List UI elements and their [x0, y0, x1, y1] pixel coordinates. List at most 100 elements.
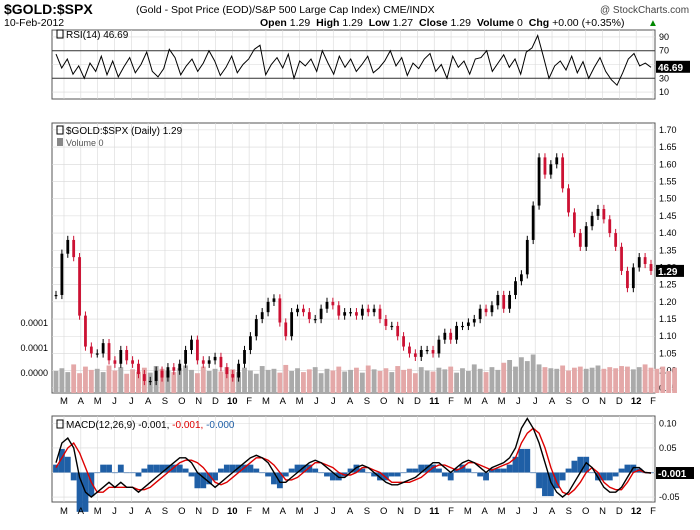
x-axis-labels-price: M A M J J A S O N D 10 F M A M J J A S O N D 11 F M A M J J A S O N D 12 F — [60, 396, 656, 407]
candle-body — [431, 350, 435, 354]
volume-bar — [200, 366, 206, 393]
candle-body — [190, 339, 193, 351]
candle-body — [461, 325, 464, 328]
price-tick-label: 1.35 — [659, 245, 677, 255]
x-axis-label: N — [397, 506, 404, 517]
macd-histogram-bar — [335, 472, 342, 481]
macd-histogram-bar — [589, 472, 596, 474]
candle-body — [514, 281, 517, 295]
macd-current-label: -0.001 — [658, 469, 687, 480]
macd-histogram-bar — [64, 456, 71, 473]
macd-histogram-bar — [382, 472, 389, 481]
price-tick-label: 1.10 — [659, 331, 677, 341]
macd-histogram-bar — [188, 472, 195, 477]
volume-bar — [112, 370, 118, 393]
volume-bar — [189, 369, 194, 393]
x-axis-label: S — [566, 506, 572, 517]
macd-histogram-bar — [194, 472, 201, 489]
macd-histogram-bar — [406, 468, 413, 473]
macd-histogram-bar — [559, 472, 566, 481]
candle-body — [219, 356, 223, 368]
volume-bar — [271, 368, 277, 393]
macd-histogram-bar — [206, 472, 213, 485]
x-axis-label: A — [78, 396, 85, 407]
x-axis-label: J — [516, 396, 521, 407]
symbol-title: $GOLD:$SPX — [4, 1, 93, 17]
macd-histogram-bar — [465, 468, 472, 473]
volume-bar — [436, 367, 442, 393]
volume-bar — [654, 368, 660, 393]
x-axis-label: F — [448, 396, 454, 407]
volume-bar — [171, 372, 177, 393]
candle-body — [337, 305, 341, 316]
macd-histogram-bar — [165, 464, 171, 473]
macd-histogram-bar — [412, 468, 419, 473]
x-axis-label: 11 — [429, 396, 440, 407]
candle-body — [602, 208, 606, 220]
x-axis-label: S — [162, 396, 168, 407]
x-axis-label: M — [262, 396, 270, 407]
macd-histogram-bar — [288, 468, 295, 473]
macd-signal-line — [55, 427, 652, 496]
rsi-panel: 103050709046.69 — [51, 29, 690, 100]
x-axis-label: J — [331, 506, 336, 517]
x-axis-label: N — [195, 506, 202, 517]
volume-bar — [306, 369, 312, 393]
macd-histogram-bar — [135, 472, 142, 477]
x-axis-label: A — [280, 396, 287, 407]
macd-histogram-bar — [477, 472, 484, 477]
x-axis-label: M — [464, 506, 472, 517]
volume-bar — [206, 371, 212, 393]
candle-body — [643, 257, 647, 265]
volume-bar — [236, 372, 242, 393]
macd-histogram-bar — [606, 472, 613, 481]
volume-bar — [501, 362, 507, 393]
x-axis-label: A — [280, 506, 287, 517]
macd-histogram-bar — [159, 464, 165, 473]
volume-bar — [342, 371, 348, 393]
candle-body — [237, 363, 241, 378]
volume-bar — [365, 365, 371, 393]
candle-body — [437, 339, 441, 354]
macd-histogram-bar — [306, 464, 313, 473]
macd-histogram-bar — [318, 472, 325, 474]
candle-body — [172, 367, 176, 371]
candle-body — [596, 208, 600, 216]
x-axis-label: J — [112, 396, 117, 407]
macd-histogram-bar — [265, 472, 271, 477]
macd-histogram-bar — [111, 472, 118, 474]
price-tick-label: 1.55 — [659, 176, 677, 186]
price-tick-label: 1.25 — [659, 280, 677, 290]
candle-body — [95, 353, 99, 355]
macd-histogram-bar — [300, 464, 307, 473]
macd-histogram-bar — [200, 472, 207, 489]
x-axis-label: O — [380, 396, 387, 407]
volume-tick-label: 0.0000 — [20, 368, 48, 378]
volume-bar — [177, 368, 183, 393]
macd-histogram-bar — [424, 464, 431, 473]
candle-body — [637, 257, 641, 268]
macd-histogram-bar — [123, 472, 130, 474]
rsi-legend-swatch — [56, 29, 64, 39]
volume-bar — [165, 370, 171, 393]
macd-histogram-bar — [512, 456, 519, 473]
volume-bar — [524, 361, 530, 393]
x-axis-label: J — [533, 396, 538, 407]
macd-histogram-bar — [53, 464, 59, 473]
candle-body — [425, 350, 429, 352]
macd-histogram-bar — [347, 468, 354, 473]
x-axis-label: S — [162, 506, 168, 517]
x-axis-label: J — [129, 506, 134, 517]
price-tick-label: 1.15 — [659, 314, 677, 324]
volume-bar — [59, 368, 65, 393]
volume-bar — [77, 373, 82, 393]
candle-body — [508, 294, 512, 309]
candle-body — [484, 308, 488, 313]
candle-body — [302, 308, 305, 313]
volume-legend-swatch — [57, 138, 63, 146]
volume-bar — [389, 372, 395, 393]
candle-body — [131, 360, 134, 364]
candle-body — [195, 339, 199, 361]
candle-body — [125, 350, 129, 361]
volume-tick-label: 0.0001 — [20, 318, 48, 328]
